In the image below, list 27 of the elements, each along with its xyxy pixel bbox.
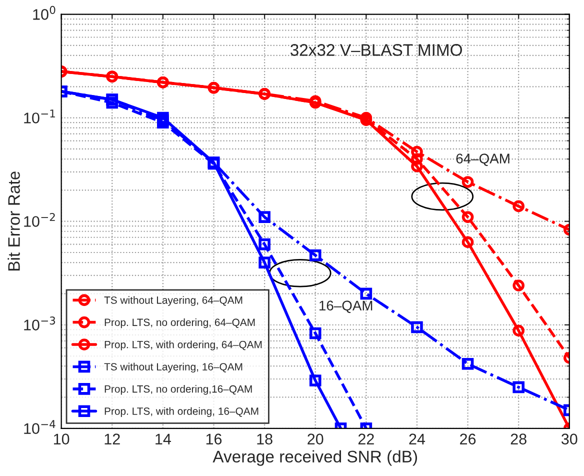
x-tick-label: 16 bbox=[206, 434, 222, 444]
y-tick-label: 10$^{−1}$ bbox=[24, 110, 55, 124]
annotation: 16–QAM bbox=[320, 300, 372, 313]
x-tick-label: 30 bbox=[561, 434, 578, 444]
y-tick-label: 10$^{0}$ bbox=[33, 6, 56, 20]
x-tick-label: 12 bbox=[104, 434, 120, 444]
annotation: 64–QAM bbox=[456, 154, 510, 166]
x-tick-label: 24 bbox=[409, 434, 426, 444]
legend-label: Prop. LTS, no ordering, 64–QAM bbox=[104, 318, 255, 328]
text: 32x32 V–BLAST MIMO bbox=[290, 44, 462, 56]
x-tick-label: 10 bbox=[54, 434, 70, 444]
y-axis-title: Bit Error Rate bbox=[8, 172, 20, 270]
y-tick-label: 10$^{−2}$ bbox=[24, 212, 55, 227]
x-tick-label: 20 bbox=[308, 434, 324, 444]
x-tick-label: 22 bbox=[358, 434, 374, 444]
x-tick-label: 18 bbox=[257, 434, 272, 444]
y-tick-label: 10$^{−4}$ bbox=[24, 420, 56, 434]
legend-label: TS without Layering, 16–QAM bbox=[104, 362, 242, 373]
x-axis-title: Average received SNR (dB) bbox=[212, 450, 418, 466]
y-tick-label: 10$^{−3}$ bbox=[24, 316, 56, 330]
legend-label: Prop. LTS, with ordering, 64–QAM bbox=[104, 340, 262, 350]
legend-label: Prop. LTS, with ordeing, 16–QAM bbox=[104, 407, 258, 417]
x-tick-label: 14 bbox=[156, 434, 171, 444]
x-tick-label: 28 bbox=[510, 434, 526, 444]
x-tick-label: 26 bbox=[460, 434, 476, 444]
legend-label: TS without Layering, 64–QAM bbox=[104, 296, 242, 306]
legend-label: Prop. LTS, no ordering,16–QAM bbox=[104, 385, 252, 395]
